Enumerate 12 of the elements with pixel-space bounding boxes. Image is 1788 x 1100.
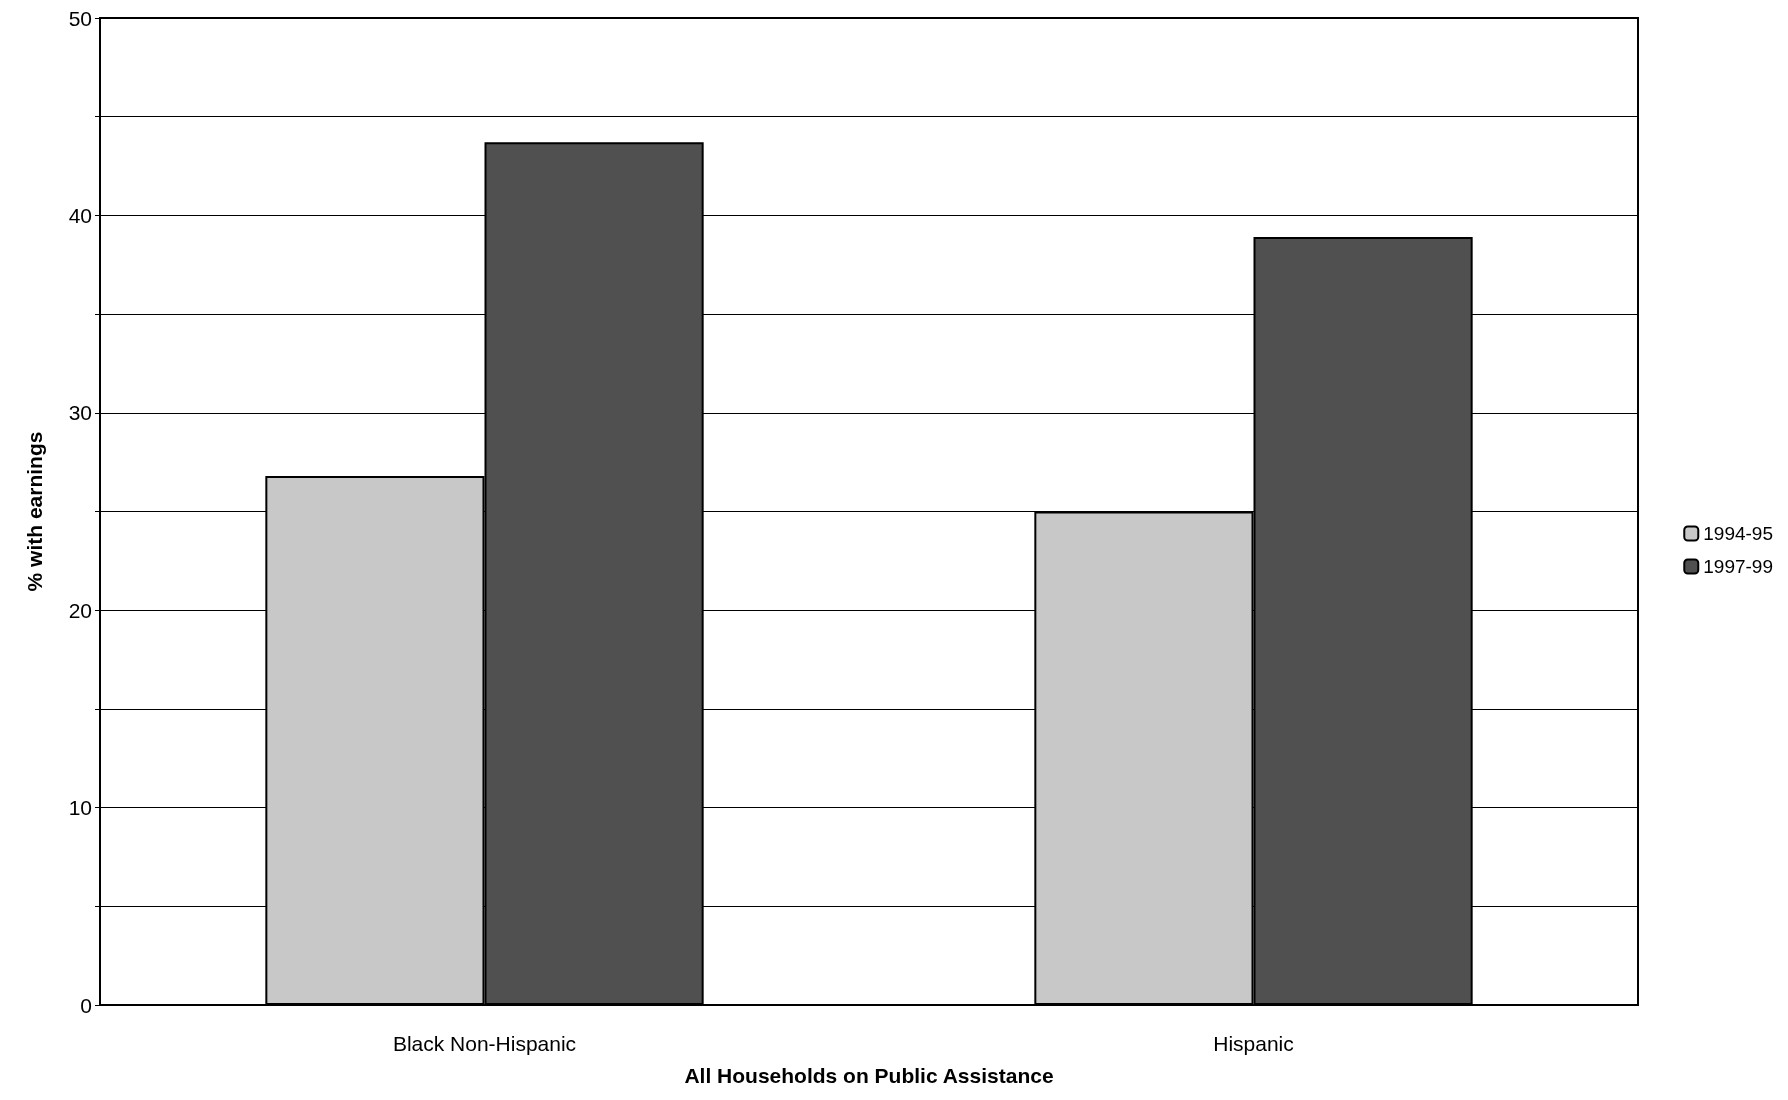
legend-label: 1997-99	[1703, 556, 1774, 577]
y-tick-label: 20	[68, 598, 92, 622]
y-tick-label: 50	[68, 6, 92, 30]
x-tick-label: Black Non-Hispanic	[392, 1032, 577, 1055]
x-tick-label: Hispanic	[1213, 1032, 1294, 1055]
y-tick-label: 30	[68, 401, 92, 425]
y-axis-title: % with earnings	[23, 431, 46, 592]
y-tick-label: 0	[80, 993, 92, 1017]
x-axis-title: All Households on Public Assistance	[684, 1064, 1054, 1087]
y-tick-label: 40	[68, 203, 92, 227]
legend-label: 1994-95	[1703, 523, 1774, 544]
y-tick-label: 10	[68, 796, 92, 820]
